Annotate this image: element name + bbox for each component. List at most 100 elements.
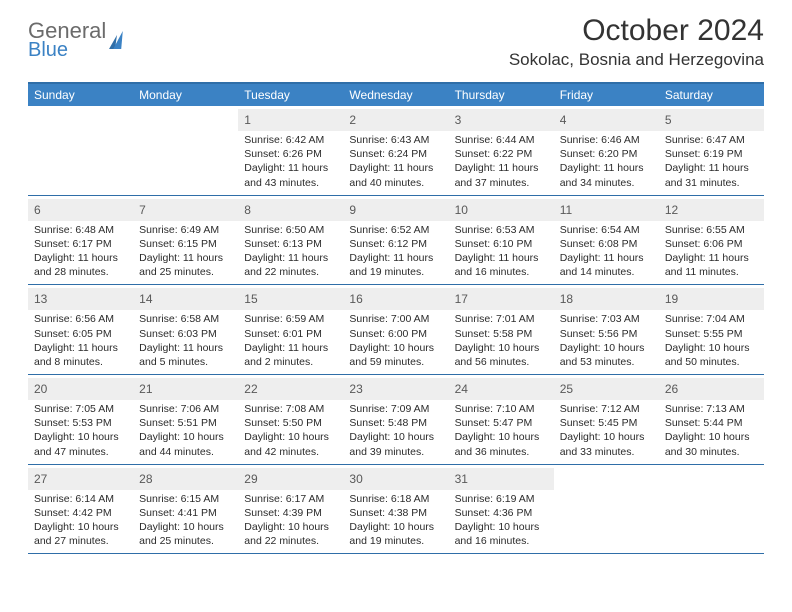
day-number-bar: 17 [449,288,554,310]
daylight-line: Daylight: 11 hours and 16 minutes. [455,251,548,279]
day-number-bar: 30 [343,468,448,490]
day-number-bar: 21 [133,378,238,400]
day-body: Sunrise: 6:47 AMSunset: 6:19 PMDaylight:… [665,131,758,190]
day-cell: 30Sunrise: 6:18 AMSunset: 4:38 PMDayligh… [343,465,448,554]
day-number-bar: 31 [449,468,554,490]
sunset-line: Sunset: 6:22 PM [455,147,548,161]
day-body: Sunrise: 7:05 AMSunset: 5:53 PMDaylight:… [34,400,127,459]
sunrise-line: Sunrise: 6:50 AM [244,223,337,237]
day-cell: 18Sunrise: 7:03 AMSunset: 5:56 PMDayligh… [554,285,659,374]
sunrise-line: Sunrise: 7:05 AM [34,402,127,416]
day-body: Sunrise: 7:10 AMSunset: 5:47 PMDaylight:… [455,400,548,459]
sunrise-line: Sunrise: 7:01 AM [455,312,548,326]
sunset-line: Sunset: 5:47 PM [455,416,548,430]
daylight-line: Daylight: 10 hours and 33 minutes. [560,430,653,458]
daylight-line: Daylight: 10 hours and 25 minutes. [139,520,232,548]
day-cell: 11Sunrise: 6:54 AMSunset: 6:08 PMDayligh… [554,196,659,285]
sunrise-line: Sunrise: 7:03 AM [560,312,653,326]
daylight-line: Daylight: 11 hours and 19 minutes. [349,251,442,279]
weekday-label: Tuesday [238,84,343,106]
day-cell: 28Sunrise: 6:15 AMSunset: 4:41 PMDayligh… [133,465,238,554]
day-body: Sunrise: 6:17 AMSunset: 4:39 PMDaylight:… [244,490,337,549]
daylight-line: Daylight: 11 hours and 2 minutes. [244,341,337,369]
daylight-line: Daylight: 10 hours and 50 minutes. [665,341,758,369]
sunrise-line: Sunrise: 7:13 AM [665,402,758,416]
location-label: Sokolac, Bosnia and Herzegovina [509,50,764,70]
day-number-bar: 9 [343,199,448,221]
day-cell: 21 Sunrise: 7:06 AMSunset: 5:51 PMDayligh… [133,375,238,464]
daylight-line: Daylight: 10 hours and 16 minutes. [455,520,548,548]
sunset-line: Sunset: 5:58 PM [455,327,548,341]
daylight-line: Daylight: 10 hours and 56 minutes. [455,341,548,369]
day-body: Sunrise: 7:12 AMSunset: 5:45 PMDaylight:… [560,400,653,459]
day-body: Sunrise: 6:44 AMSunset: 6:22 PMDaylight:… [455,131,548,190]
day-number: 1 [244,113,251,127]
daylight-line: Daylight: 11 hours and 31 minutes. [665,161,758,189]
day-number: 26 [665,382,678,396]
sunset-line: Sunset: 6:20 PM [560,147,653,161]
sunrise-line: Sunrise: 6:58 AM [139,312,232,326]
day-number-bar: 5 [659,109,764,131]
day-cell: 29Sunrise: 6:17 AMSunset: 4:39 PMDayligh… [238,465,343,554]
sunset-line: Sunset: 6:05 PM [34,327,127,341]
day-number: 25 [560,382,573,396]
sunset-line: Sunset: 6:06 PM [665,237,758,251]
day-number-bar: 2 [343,109,448,131]
sunrise-line: Sunrise: 6:47 AM [665,133,758,147]
weekday-label: Thursday [449,84,554,106]
sunrise-line: Sunrise: 7:08 AM [244,402,337,416]
day-cell: 13Sunrise: 6:56 AMSunset: 6:05 PMDayligh… [28,285,133,374]
day-number: 30 [349,472,362,486]
day-cell: 17 Sunrise: 7:01 AMSunset: 5:58 PMDayligh… [449,285,554,374]
sunrise-line: Sunrise: 7:10 AM [455,402,548,416]
day-number-bar: 19 [659,288,764,310]
day-number: 13 [34,292,47,306]
day-number: 16 [349,292,362,306]
daylight-line: Daylight: 11 hours and 43 minutes. [244,161,337,189]
sunrise-line: Sunrise: 6:52 AM [349,223,442,237]
day-body: Sunrise: 7:06 AMSunset: 5:51 PMDaylight:… [139,400,232,459]
day-cell-empty [554,465,659,554]
day-number: 4 [560,113,567,127]
weekday-label: Sunday [28,84,133,106]
day-number-bar: 20 [28,378,133,400]
daylight-line: Daylight: 10 hours and 30 minutes. [665,430,758,458]
sunset-line: Sunset: 4:38 PM [349,506,442,520]
day-number-bar: 28 [133,468,238,490]
weekday-header: SundayMondayTuesdayWednesdayThursdayFrid… [28,84,764,106]
daylight-line: Daylight: 10 hours and 42 minutes. [244,430,337,458]
sunset-line: Sunset: 6:12 PM [349,237,442,251]
day-number-bar: 10 [449,199,554,221]
brand-line2: Blue [28,40,106,60]
day-number-bar: 25 [554,378,659,400]
sunrise-line: Sunrise: 6:43 AM [349,133,442,147]
day-cell: 8Sunrise: 6:50 AMSunset: 6:13 PMDaylight… [238,196,343,285]
sunset-line: Sunset: 6:10 PM [455,237,548,251]
sunrise-line: Sunrise: 6:54 AM [560,223,653,237]
day-cell: 3Sunrise: 6:44 AMSunset: 6:22 PMDaylight… [449,106,554,195]
daylight-line: Daylight: 11 hours and 25 minutes. [139,251,232,279]
sunset-line: Sunset: 5:51 PM [139,416,232,430]
day-number: 6 [34,203,41,217]
day-number: 21 [139,382,152,396]
sunrise-line: Sunrise: 7:00 AM [349,312,442,326]
day-number-bar: 11 [554,199,659,221]
day-number: 15 [244,292,257,306]
sunrise-line: Sunrise: 6:14 AM [34,492,127,506]
day-cell: 31Sunrise: 6:19 AMSunset: 4:36 PMDayligh… [449,465,554,554]
day-body: Sunrise: 6:43 AMSunset: 6:24 PMDaylight:… [349,131,442,190]
day-number: 27 [34,472,47,486]
daylight-line: Daylight: 10 hours and 44 minutes. [139,430,232,458]
sunrise-line: Sunrise: 7:12 AM [560,402,653,416]
sunset-line: Sunset: 5:44 PM [665,416,758,430]
sunset-line: Sunset: 5:55 PM [665,327,758,341]
week-row: 27Sunrise: 6:14 AMSunset: 4:42 PMDayligh… [28,465,764,555]
day-body: Sunrise: 7:13 AMSunset: 5:44 PMDaylight:… [665,400,758,459]
day-number-bar: 27 [28,468,133,490]
day-cell: 12Sunrise: 6:55 AMSunset: 6:06 PMDayligh… [659,196,764,285]
sunrise-line: Sunrise: 6:46 AM [560,133,653,147]
day-cell: 9 Sunrise: 6:52 AMSunset: 6:12 PMDaylight… [343,196,448,285]
brand-text: General Blue [28,20,106,60]
daylight-line: Daylight: 11 hours and 28 minutes. [34,251,127,279]
day-number-bar: 8 [238,199,343,221]
